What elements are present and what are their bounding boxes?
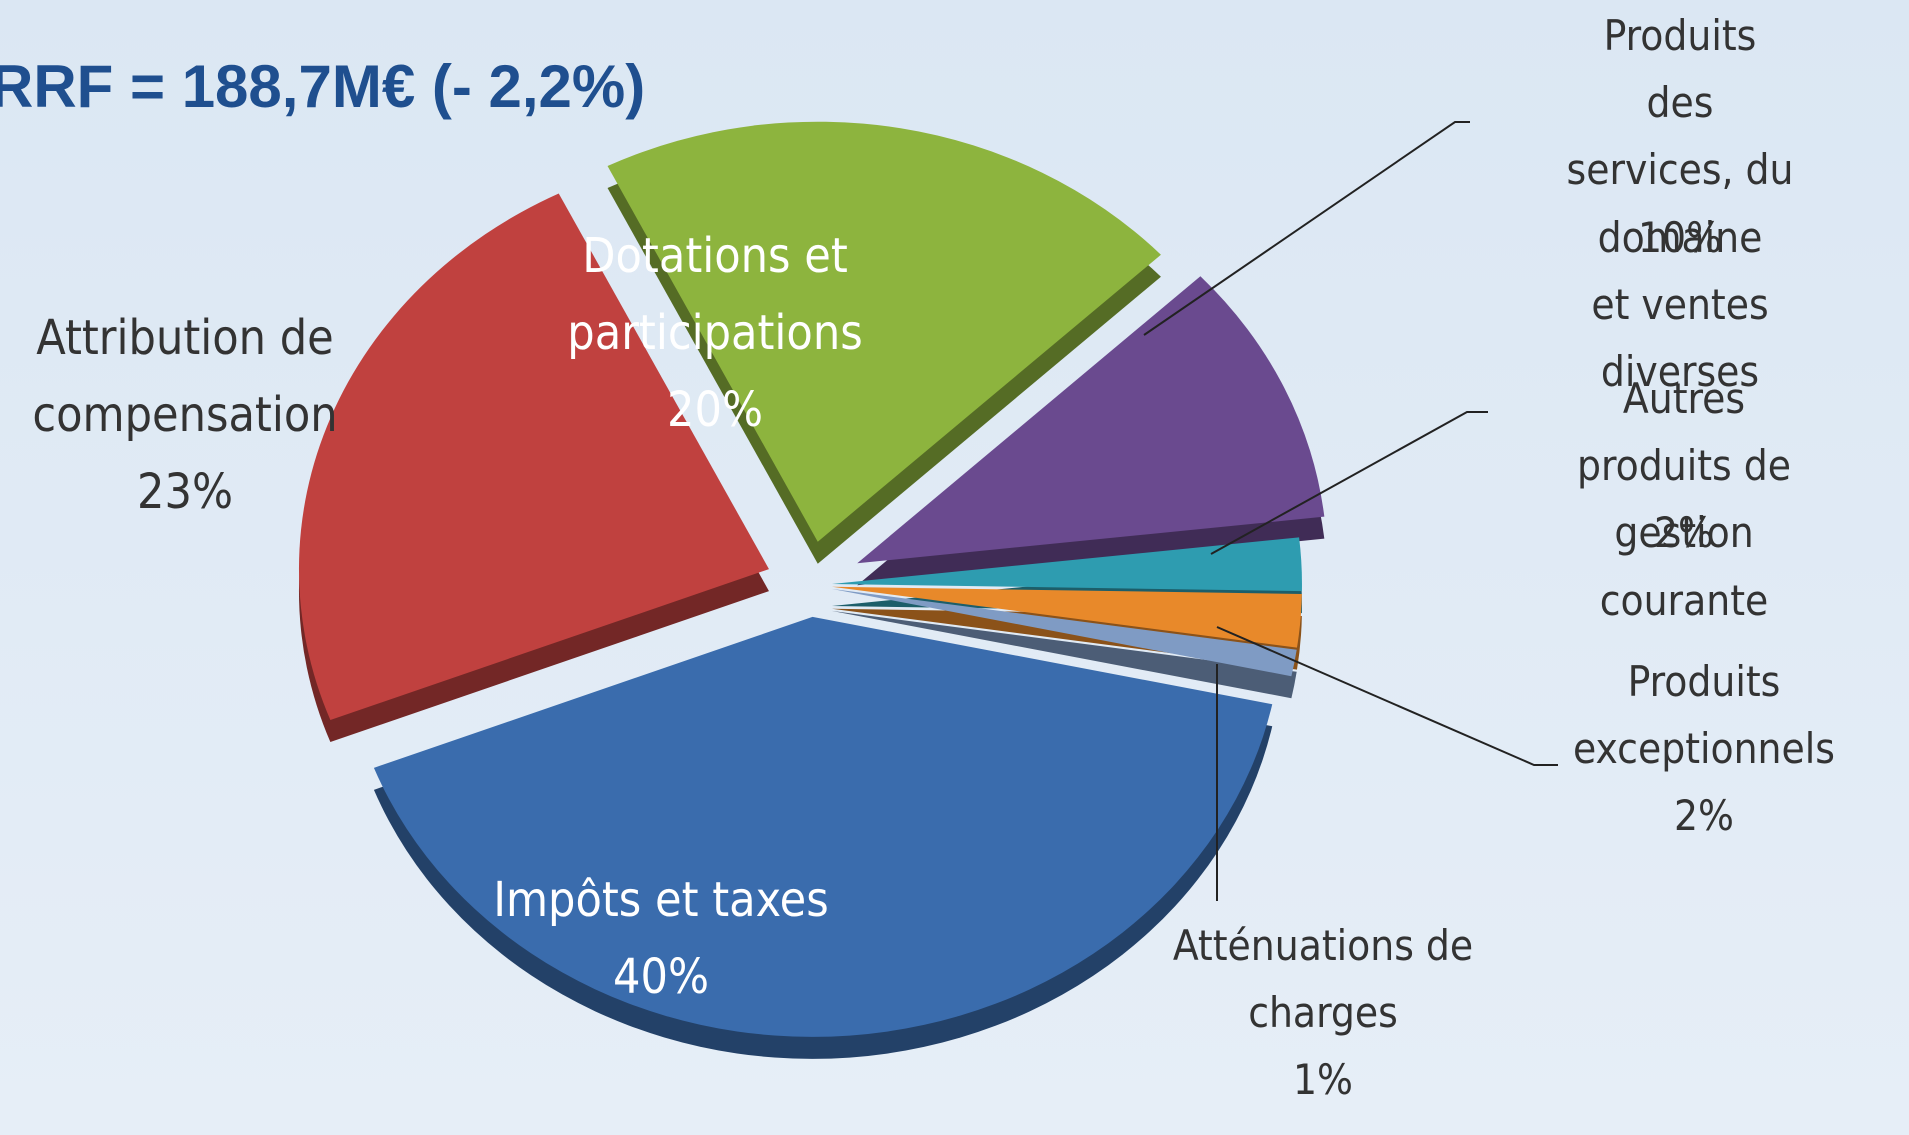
value-label: 1% [1293, 1055, 1353, 1105]
slice [857, 276, 1325, 564]
slice-side [831, 610, 1297, 699]
slice-label: Autres produits de gestion courante [1577, 374, 1791, 625]
slice [298, 193, 769, 721]
value-label: 2% [1674, 791, 1734, 841]
slice-label: Produits des services, du domaine et ven… [1566, 11, 1794, 397]
value-label: 2% [1654, 508, 1714, 558]
slice [831, 537, 1302, 592]
chart-title: RRF = 188,7M€ (- 2,2%) [0, 53, 646, 120]
leader-line [1210, 411, 1488, 555]
slice-label: Impôts et taxes [493, 872, 829, 928]
slice [373, 616, 1273, 1037]
leader-line [1143, 121, 1470, 336]
slice [607, 121, 1161, 542]
slice-label: Dotations et participations [567, 228, 863, 361]
value-label: 23% [137, 463, 233, 520]
slice [831, 586, 1302, 648]
slice [831, 588, 1297, 677]
value-label: 10% [1638, 212, 1722, 262]
slice-label: Produits exceptionnels [1573, 657, 1835, 774]
value-label: 20% [667, 381, 763, 438]
value-label: 40% [613, 948, 709, 1005]
leader-line [1216, 626, 1558, 766]
slice-label: Atténuations de charges [1172, 921, 1474, 1038]
slice-label: Attribution de compensation [32, 310, 338, 443]
